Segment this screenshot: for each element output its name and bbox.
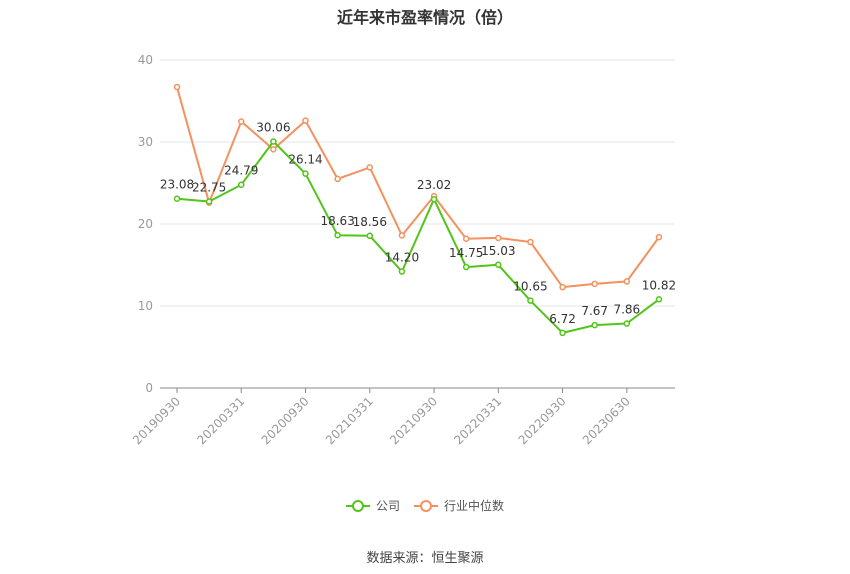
legend-item-company[interactable]: 公司: [345, 497, 400, 514]
x-tick-label: 20200930: [259, 394, 312, 447]
data-label-company: 14.20: [385, 251, 419, 265]
data-point-company: [238, 181, 245, 188]
data-point-company: [430, 195, 438, 203]
legend: 公司 行业中位数: [0, 497, 850, 514]
data-point-company: [527, 297, 534, 304]
data-point-industry: [398, 232, 406, 239]
data-label-company: 15.03: [481, 244, 515, 258]
data-label-company: 18.56: [353, 215, 387, 229]
legend-label-company: 公司: [375, 499, 400, 513]
series-line-company: [176, 140, 660, 334]
data-point-company: [495, 261, 502, 269]
legend-swatch-industry: [414, 499, 438, 513]
data-label-company: 23.08: [160, 178, 194, 192]
x-tick-label: 20220930: [516, 394, 569, 447]
data-label-company: 30.06: [256, 121, 290, 135]
data-point-industry: [334, 175, 341, 183]
y-tick-label: 0: [145, 381, 153, 395]
x-tick-label: 20190930: [130, 394, 183, 447]
y-tick-label: 40: [138, 53, 153, 67]
data-point-industry: [270, 146, 277, 153]
x-tick-label: 20220331: [451, 394, 504, 447]
data-point-industry: [559, 283, 566, 291]
data-point-company: [270, 138, 277, 145]
data-point-industry: [623, 278, 631, 285]
data-label-company: 24.79: [224, 164, 258, 178]
data-point-company: [366, 232, 374, 240]
data-point-industry: [238, 118, 245, 125]
source-note: 数据来源：恒生聚源: [366, 551, 484, 566]
data-point-company: [398, 268, 406, 275]
data-label-company: 22.75: [192, 180, 226, 194]
grid-lines: [160, 59, 675, 307]
data-label-company: 18.63: [320, 214, 354, 228]
series-line-industry: [176, 86, 660, 289]
data-label-company: 14.75: [449, 246, 483, 260]
data-point-company: [334, 231, 341, 239]
x-tick-label: 20210930: [387, 394, 440, 447]
series-layer: [173, 83, 663, 337]
data-point-company: [591, 321, 598, 329]
data-point-company: [623, 320, 631, 327]
data-point-company: [205, 198, 213, 205]
x-tick-label: 20210331: [323, 394, 376, 447]
data-point-company: [302, 170, 309, 177]
data-point-industry: [366, 164, 374, 171]
data-point-company: [462, 263, 470, 271]
data-label-company: 10.65: [513, 280, 547, 294]
legend-label-industry: 行业中位数: [444, 499, 505, 513]
data-label-company: 26.14: [288, 153, 322, 167]
data-point-industry: [591, 280, 598, 288]
y-tick-label: 10: [138, 299, 153, 313]
data-label-company: 10.82: [642, 278, 676, 292]
data-point-company: [173, 195, 181, 202]
data-point-industry: [462, 235, 470, 243]
data-point-industry: [302, 117, 309, 124]
y-tick-label: 30: [138, 135, 153, 149]
data-point-industry: [495, 234, 502, 242]
x-tick-label: 20230630: [580, 394, 633, 447]
legend-swatch-company: [345, 499, 370, 513]
data-label-company: 6.72: [549, 312, 576, 326]
data-point-company: [559, 329, 566, 337]
legend-item-industry[interactable]: 行业中位数: [414, 497, 504, 514]
data-label-company: 7.67: [581, 304, 608, 318]
data-point-company: [655, 296, 663, 303]
data-point-industry: [527, 238, 534, 246]
data-label-company: 23.02: [417, 178, 451, 192]
data-point-industry: [655, 233, 663, 241]
data-point-industry: [173, 83, 181, 91]
data-label-company: 7.86: [613, 303, 640, 317]
x-tick-label: 20200331: [194, 394, 247, 447]
chart-title: 近年来市盈率情况（倍）: [336, 8, 513, 27]
y-tick-label: 20: [138, 217, 153, 231]
